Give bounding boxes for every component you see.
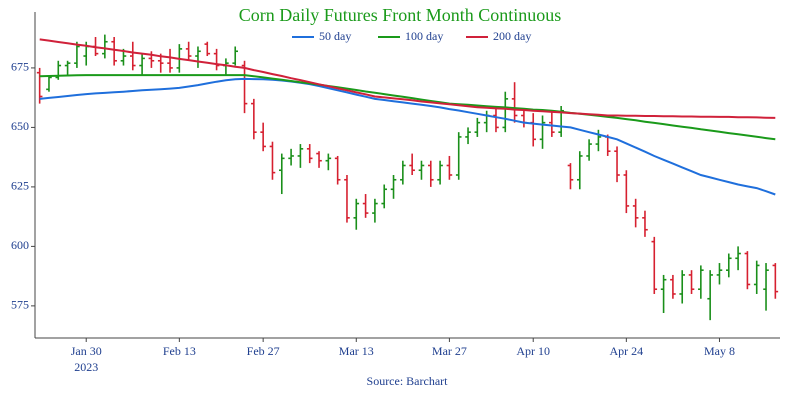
x-tick-label: Feb 27 (247, 344, 280, 358)
x-tick-label: Apr 24 (610, 344, 644, 358)
y-tick-label: 600 (11, 238, 29, 252)
x-tick-label: Mar 27 (432, 344, 467, 358)
moving-average-line (39, 77, 776, 196)
x-tick-label: Apr 10 (516, 344, 550, 358)
moving-average-line (39, 74, 776, 141)
x-tick-label: Mar 13 (339, 344, 374, 358)
x-tick-label: May 8 (704, 344, 735, 358)
legend-label: 200 day (493, 29, 531, 43)
legend-label: 100 day (405, 29, 443, 43)
source: Source: Barchart (367, 374, 449, 388)
y-tick-label: 675 (11, 60, 29, 74)
y-tick-label: 650 (11, 119, 29, 133)
y-tick-label: 575 (11, 298, 29, 312)
x-tick-label: Jan 30 (71, 344, 102, 358)
legend-label: 50 day (319, 29, 351, 43)
x-tick-label: Feb 13 (163, 344, 196, 358)
y-tick-label: 625 (11, 179, 29, 193)
x-year-label: 2023 (74, 360, 98, 374)
moving-average-line (39, 38, 776, 119)
chart-title: Corn Daily Futures Front Month Continuou… (239, 5, 562, 25)
